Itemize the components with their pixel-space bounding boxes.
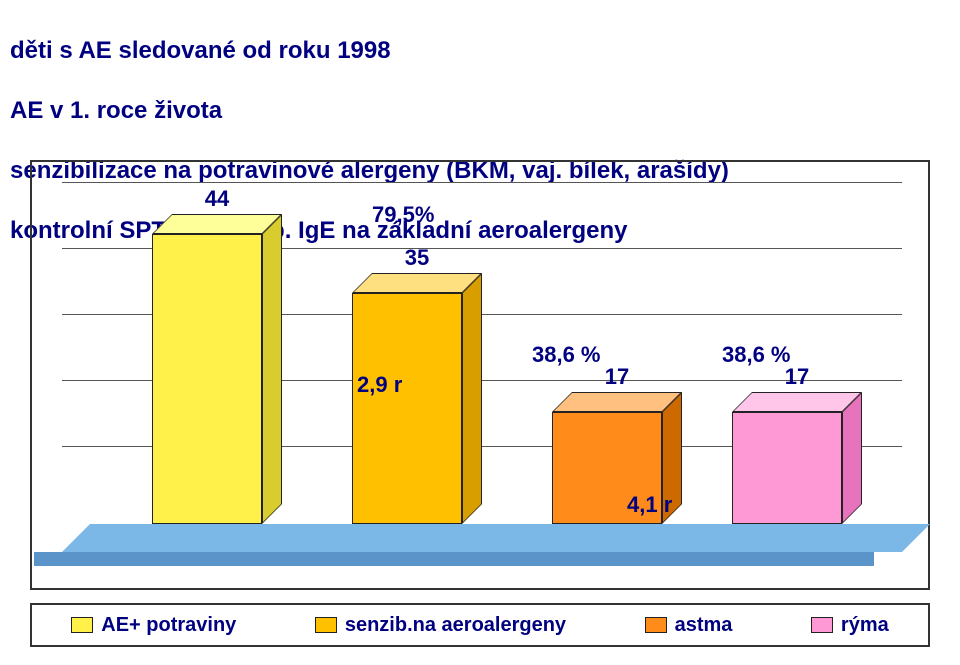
legend: AE+ potraviny senzib.na aeroalergeny astma… (30, 603, 930, 647)
annotation-pct1: 79,5% (372, 202, 434, 228)
legend-item: senzib.na aeroalergeny (315, 614, 566, 637)
bar-value-label: 44 (205, 186, 229, 212)
legend-swatch (645, 617, 667, 633)
chart-base-top (62, 524, 930, 552)
annotation-pct3: 38,6 % (722, 342, 791, 368)
legend-item: astma (645, 614, 733, 637)
bar-front (732, 412, 842, 524)
legend-label: senzib.na aeroalergeny (345, 614, 566, 637)
legend-swatch (811, 617, 833, 633)
bar-value-label: 17 (605, 364, 629, 390)
bar-value-label: 35 (405, 245, 429, 271)
legend-item: AE+ potraviny (71, 614, 236, 637)
header-line2: AE v 1. roce života (10, 97, 222, 124)
bar-front (152, 234, 262, 524)
bar-ryma (732, 412, 842, 524)
plot-area: 44351717 79,5%38,6 %38,6 %2,9 r4,1 r (62, 182, 902, 552)
annotation-pct2: 38,6 % (532, 342, 601, 368)
legend-label: rýma (841, 614, 889, 637)
legend-item: rýma (811, 614, 889, 637)
chart-base-front (34, 552, 874, 566)
bar-top (152, 214, 282, 234)
bar-senzib-aero (352, 293, 462, 524)
legend-label: astma (675, 614, 733, 637)
annotation-r2: 4,1 r (627, 492, 672, 518)
bar-side (842, 392, 862, 524)
bar-top (732, 392, 862, 412)
header-line1: děti s AE sledované od roku 1998 (10, 37, 391, 64)
gridline (62, 182, 902, 183)
legend-swatch (315, 617, 337, 633)
bar-side (462, 273, 482, 524)
bar-side (262, 214, 282, 524)
legend-swatch (71, 617, 93, 633)
bar-top (552, 392, 682, 412)
legend-label: AE+ potraviny (101, 614, 236, 637)
bar-ae-potraviny (152, 234, 262, 524)
bar-top (352, 273, 482, 293)
chart-frame: 44351717 79,5%38,6 %38,6 %2,9 r4,1 r (30, 160, 930, 590)
annotation-r1: 2,9 r (357, 372, 402, 398)
bar-front (352, 293, 462, 524)
